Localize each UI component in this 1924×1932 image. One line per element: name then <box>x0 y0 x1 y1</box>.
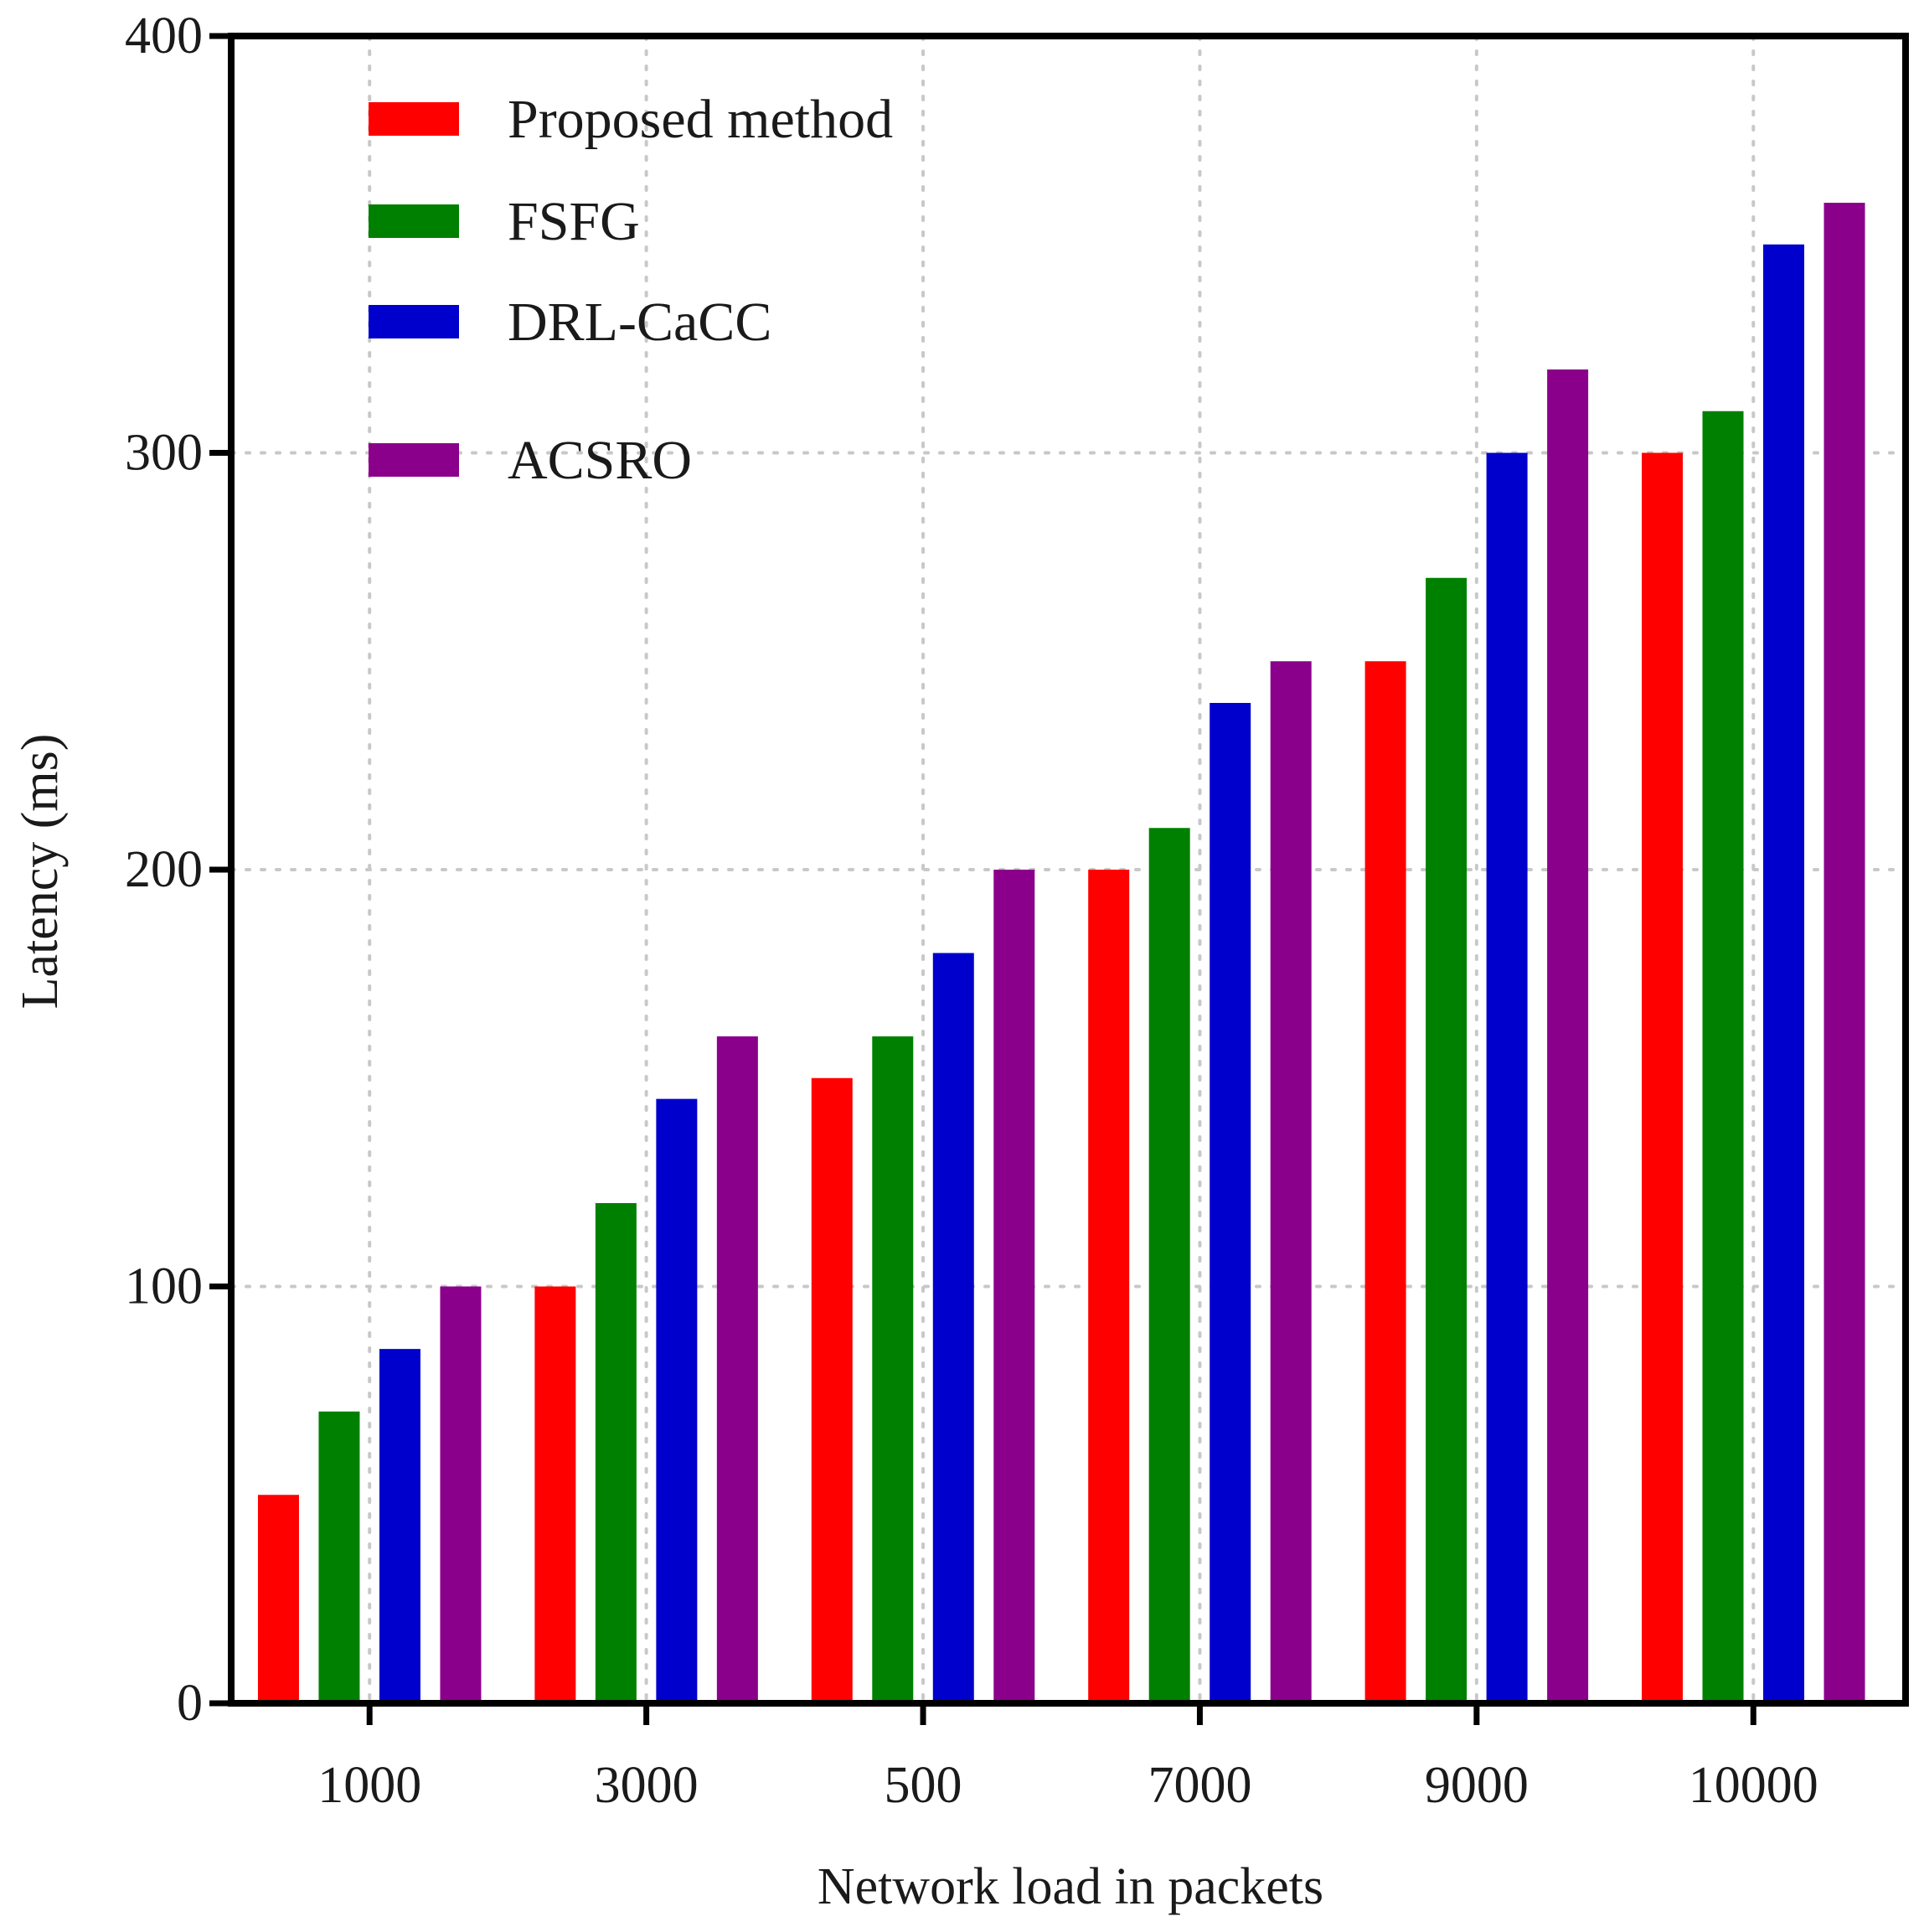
bar-drl-cacc-9000 <box>1486 452 1528 1703</box>
legend-label: Proposed method <box>508 89 893 150</box>
bar-drl-cacc-3000 <box>656 1098 698 1703</box>
bar-acsro-10000 <box>1823 203 1865 1703</box>
bar-proposed-method-1000 <box>257 1495 299 1703</box>
y-tick-label: 100 <box>125 1258 203 1315</box>
bar-acsro-1000 <box>440 1286 482 1703</box>
y-axis-title: Latency (ms) <box>12 734 69 1010</box>
bar-proposed-method-3000 <box>534 1286 576 1703</box>
legend: Proposed method FSFG DRL-CaCC ACSRO <box>369 89 893 491</box>
x-tick-label: 9000 <box>1425 1757 1529 1814</box>
y-tick-label: 0 <box>177 1675 203 1732</box>
legend-label: FSFG <box>508 191 640 252</box>
x-axis-title: Network load in packets <box>818 1858 1323 1915</box>
tick-labels: 0 100 200 300 400 1000 3000 500 7000 9000 10000 <box>125 8 1818 1814</box>
grid-lines <box>230 34 1907 1705</box>
bar-drl-cacc-500 <box>932 953 974 1703</box>
x-tick-label: 10000 <box>1689 1757 1818 1814</box>
bar-fsfg-7000 <box>1148 828 1190 1703</box>
y-tick-label: 300 <box>125 425 203 482</box>
bar-acsro-9000 <box>1547 369 1589 1703</box>
bar-fsfg-10000 <box>1702 411 1744 1703</box>
bar-fsfg-3000 <box>595 1203 637 1703</box>
tick-marks <box>209 33 1756 1725</box>
bar-proposed-method-10000 <box>1642 452 1684 1703</box>
bar-fsfg-9000 <box>1426 577 1468 1703</box>
x-tick-label: 1000 <box>317 1757 421 1814</box>
legend-swatch-drl-cacc <box>369 305 459 338</box>
bars <box>257 203 1865 1703</box>
bar-drl-cacc-10000 <box>1763 244 1805 1703</box>
bar-acsro-500 <box>993 870 1035 1703</box>
bar-drl-cacc-7000 <box>1210 703 1251 1703</box>
bar-fsfg-500 <box>872 1036 914 1703</box>
x-tick-label: 7000 <box>1148 1757 1251 1814</box>
bar-acsro-3000 <box>716 1036 758 1703</box>
legend-swatch-acsro <box>369 443 459 477</box>
bar-drl-cacc-1000 <box>379 1349 420 1703</box>
legend-swatch-proposed-method <box>369 102 459 136</box>
legend-swatch-fsfg <box>369 204 459 238</box>
legend-label: DRL-CaCC <box>508 292 771 353</box>
bar-fsfg-1000 <box>318 1411 360 1703</box>
bar-proposed-method-500 <box>811 1077 853 1703</box>
bar-acsro-7000 <box>1270 661 1312 1703</box>
bar-proposed-method-9000 <box>1364 661 1406 1703</box>
legend-label: ACSRO <box>508 430 692 491</box>
y-tick-label: 200 <box>125 841 203 898</box>
y-tick-label: 400 <box>125 8 203 65</box>
bar-proposed-method-7000 <box>1088 870 1130 1703</box>
x-tick-label: 500 <box>885 1757 962 1814</box>
x-tick-label: 3000 <box>595 1757 699 1814</box>
